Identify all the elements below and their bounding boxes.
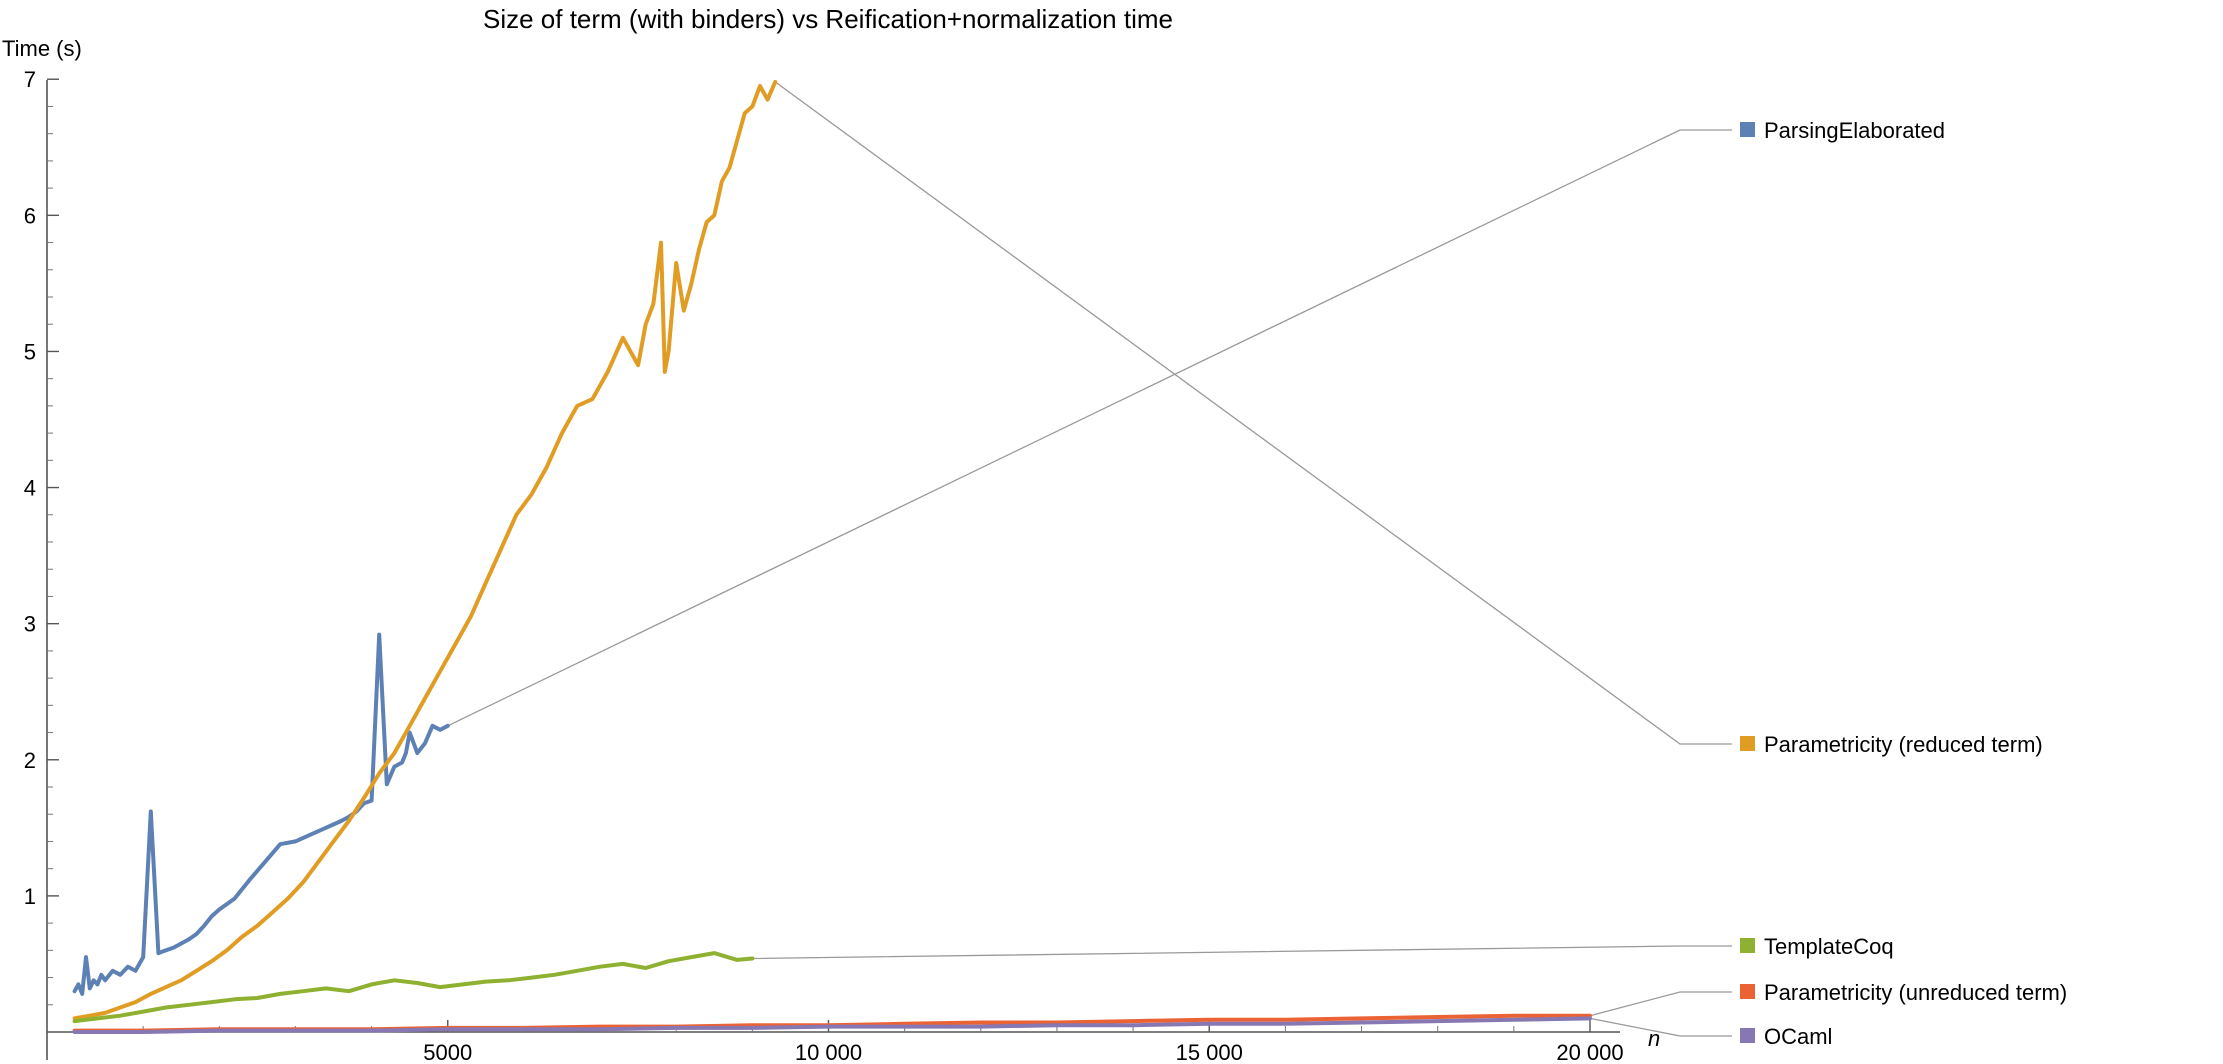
series-line-ocaml [72, 1016, 1592, 1034]
y-tick-label: 3 [24, 612, 36, 637]
leader-line [1589, 991, 1732, 1017]
series-line-parametricity-reduced-term [72, 79, 778, 1021]
y-tick-label: 2 [24, 748, 36, 773]
ticks: 1 2 3 4 5 6 7 5000 10 000 15 000 20 000 [24, 67, 1624, 1064]
axes [46, 80, 1620, 1060]
y-tick-label: 4 [24, 476, 36, 501]
x-tick-label: 15 000 [1176, 1040, 1243, 1064]
y-tick-label: 7 [24, 67, 36, 92]
x-tick-label: 5000 [423, 1040, 472, 1064]
legend-swatch [1740, 938, 1755, 953]
legend-label: OCaml [1764, 1024, 1832, 1049]
leader-line [774, 81, 1732, 745]
x-tick-label: 20 000 [1556, 1040, 1623, 1064]
y-tick-label: 6 [24, 203, 36, 228]
series-line-parsingelaborated [72, 632, 450, 996]
legend-swatch [1740, 1028, 1755, 1043]
y-axis-label: Time (s) [2, 36, 82, 61]
leader-line [447, 129, 1732, 727]
legend-swatch [1740, 736, 1755, 751]
x-tick-label: 10 000 [795, 1040, 862, 1064]
leader-line [1589, 1017, 1732, 1037]
x-axis-label: n [1648, 1026, 1660, 1051]
chart-title: Size of term (with binders) vs Reificati… [483, 4, 1173, 34]
leader-line [752, 945, 1732, 960]
legend-swatch [1740, 122, 1755, 137]
legend-label: ParsingElaborated [1764, 118, 1945, 143]
legend-label: Parametricity (unreduced term) [1764, 980, 2067, 1005]
leader-lines [447, 81, 1732, 1037]
series-group [72, 79, 1592, 1034]
legend-swatch [1740, 984, 1755, 999]
y-tick-label: 5 [24, 339, 36, 364]
y-tick-label: 1 [24, 884, 36, 909]
series-line-templatecoq [72, 951, 755, 1024]
legend: ParsingElaborated Parametricity (reduced … [1740, 118, 2067, 1049]
legend-label: Parametricity (reduced term) [1764, 732, 2043, 757]
legend-label: TemplateCoq [1764, 934, 1894, 959]
